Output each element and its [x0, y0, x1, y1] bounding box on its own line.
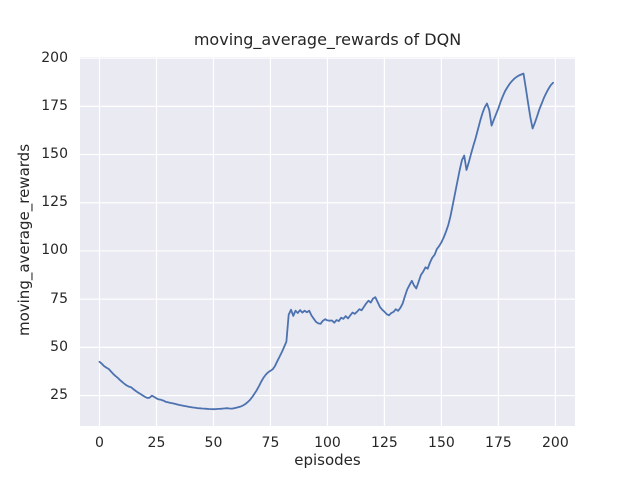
y-tick-label: 175 — [41, 97, 68, 114]
x-axis-label: episodes — [294, 451, 361, 469]
x-tick-label: 175 — [485, 435, 512, 451]
y-tick-label: 125 — [41, 194, 68, 211]
x-tick-label: 200 — [542, 435, 569, 451]
chart-canvas — [80, 56, 575, 426]
chart-title: moving_average_rewards of DQN — [193, 30, 462, 49]
series-line — [98, 72, 555, 410]
y-tick-label: 150 — [41, 146, 68, 163]
plot-area — [80, 56, 575, 426]
x-tick-label: 100 — [314, 435, 341, 451]
x-tick-label: 25 — [147, 435, 166, 451]
x-tick-label: 75 — [261, 435, 280, 451]
y-tick-label: 200 — [41, 49, 68, 66]
x-tick-label: 150 — [428, 435, 455, 451]
y-tick-label: 50 — [50, 338, 68, 355]
x-tick-label: 0 — [95, 435, 104, 451]
y-tick-label: 25 — [50, 387, 68, 404]
y-tick-label: 75 — [50, 290, 68, 307]
y-axis-label: moving_average_rewards — [15, 143, 33, 337]
y-tick-label: 100 — [41, 242, 68, 259]
x-tick-label: 50 — [204, 435, 223, 451]
x-tick-label: 125 — [371, 435, 398, 451]
